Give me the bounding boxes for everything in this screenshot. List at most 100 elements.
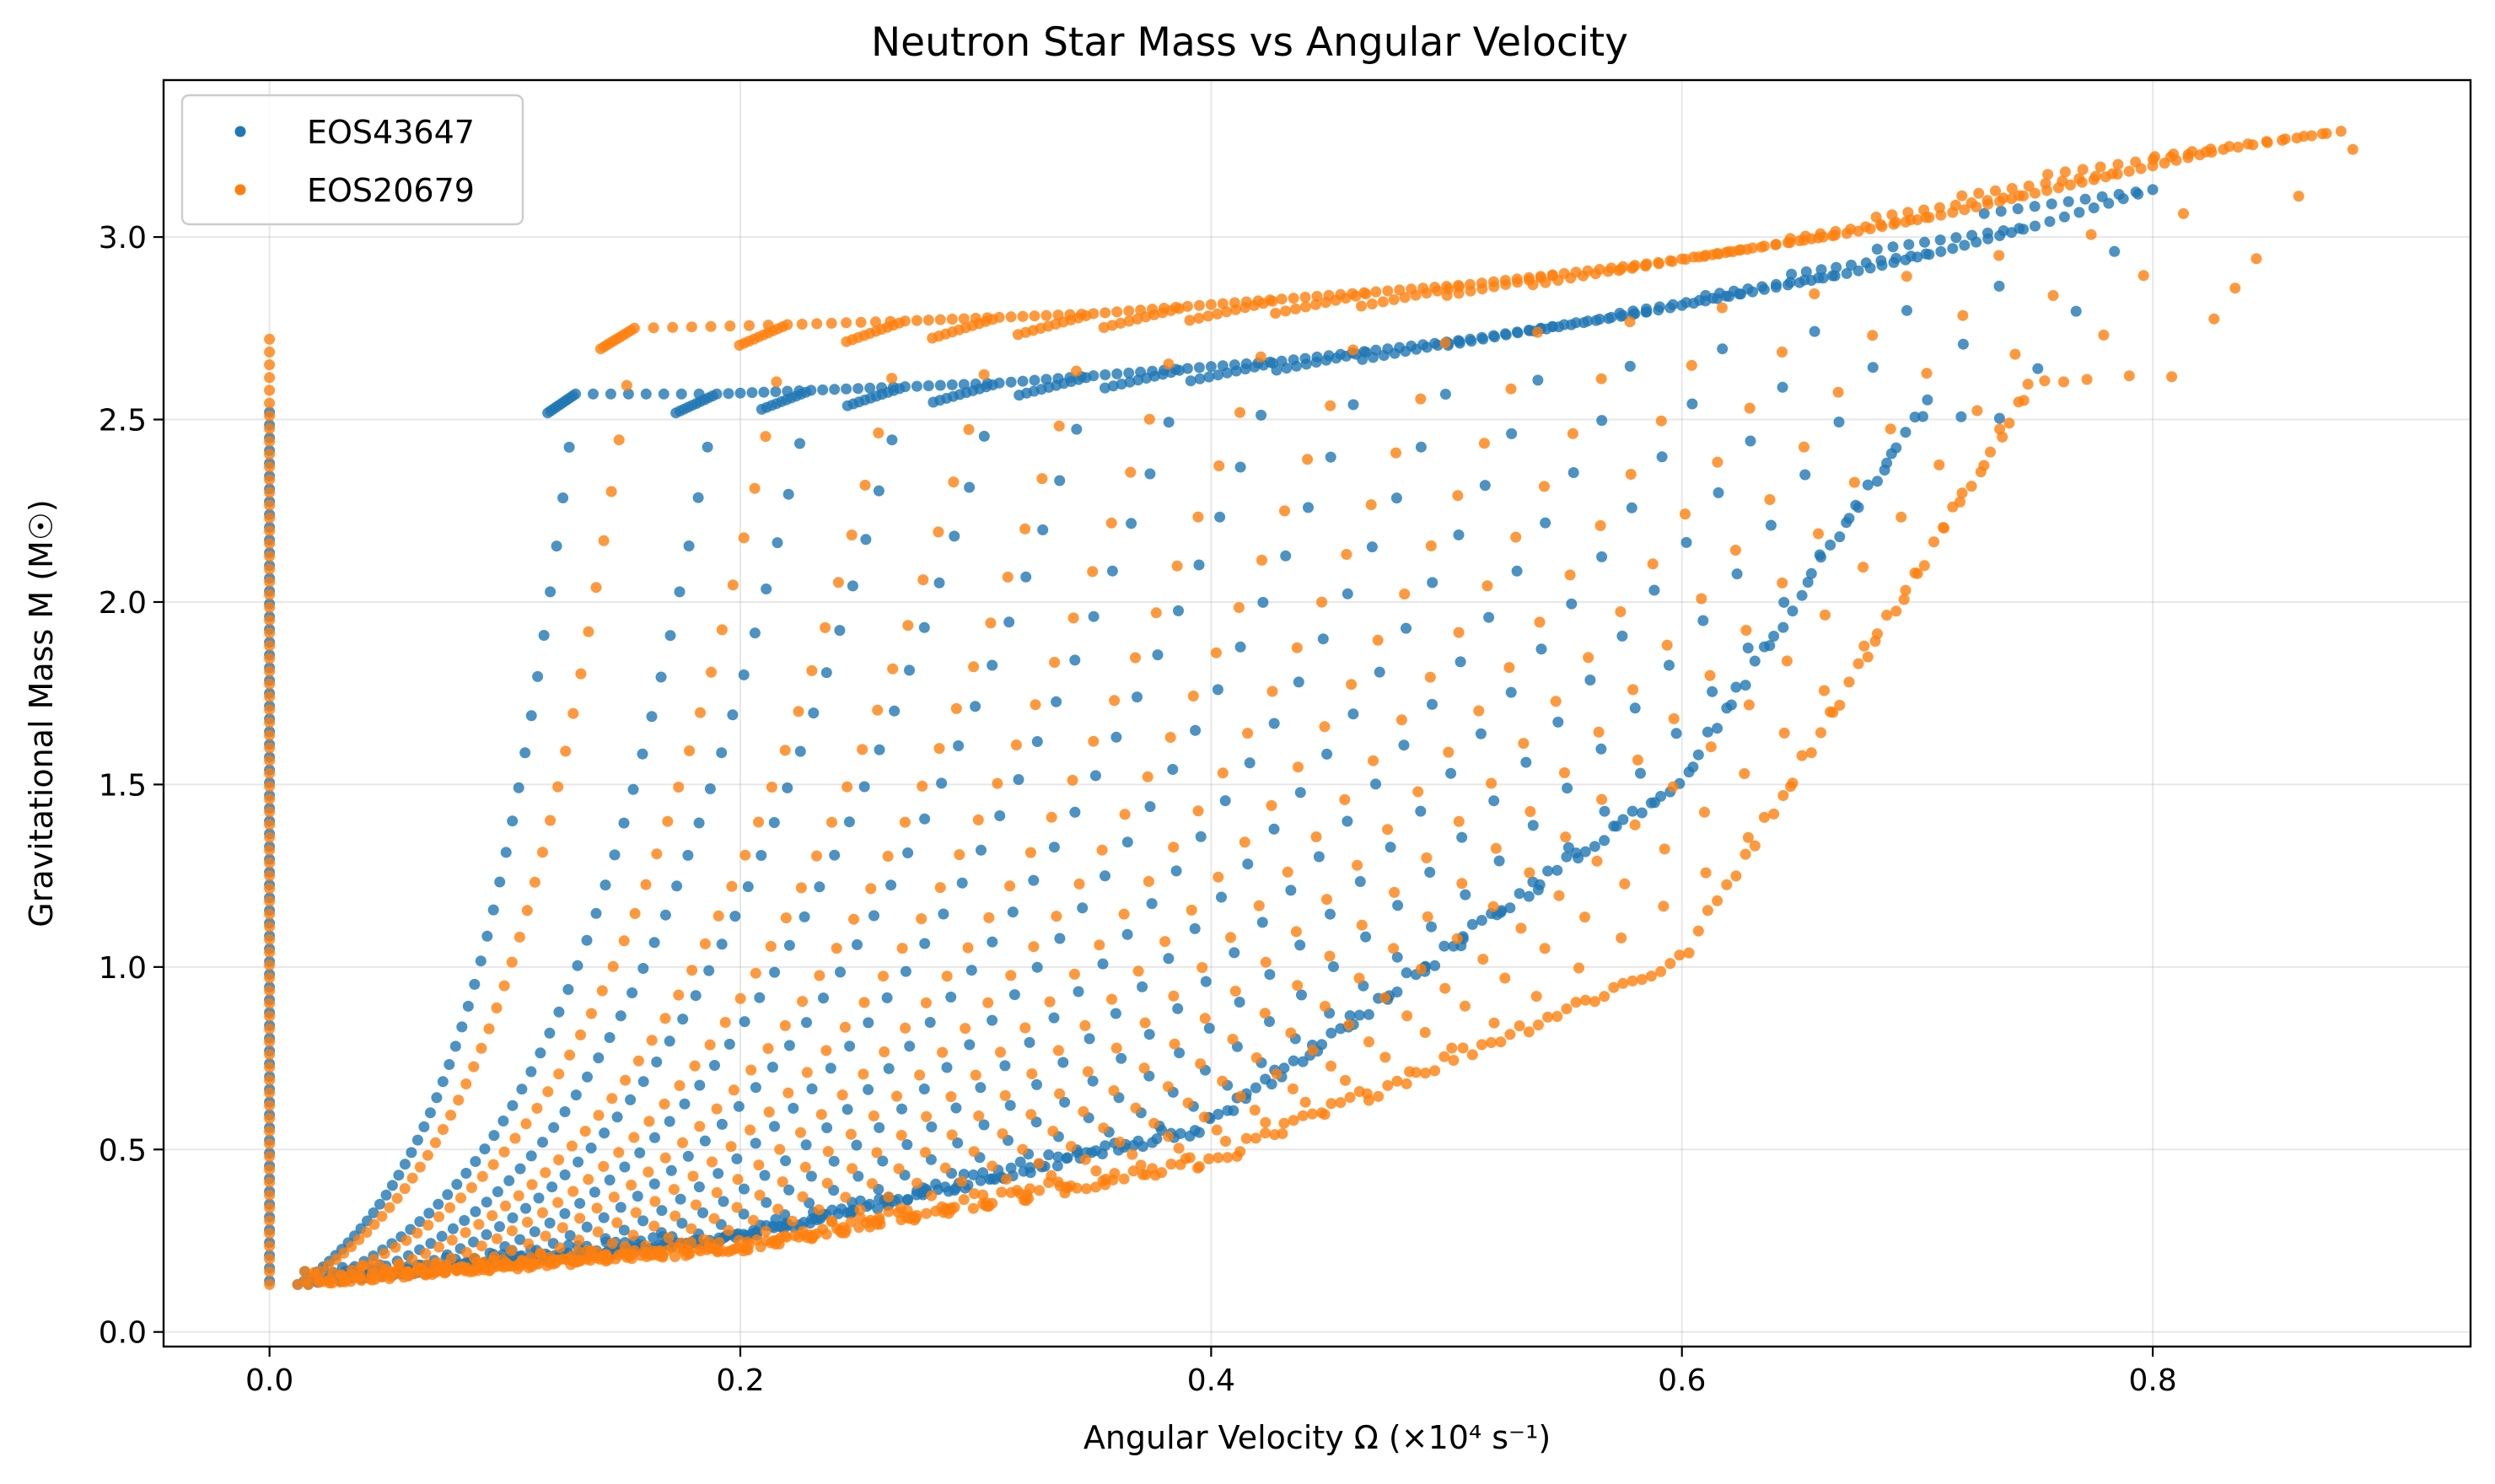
data-point (886, 434, 898, 446)
data-point (1069, 806, 1081, 818)
data-point (1532, 374, 1544, 386)
data-point (1147, 1163, 1159, 1175)
data-point (738, 532, 750, 544)
data-point (497, 1254, 508, 1266)
data-point (1276, 293, 1288, 305)
data-point (866, 1178, 878, 1190)
data-point (1956, 190, 1968, 202)
data-point (829, 384, 841, 395)
data-point (1234, 641, 1246, 653)
data-point (798, 1229, 809, 1241)
data-point (1542, 1011, 1554, 1023)
data-point (801, 1067, 813, 1078)
data-point (1655, 790, 1667, 802)
data-point (525, 1150, 537, 1162)
data-point (401, 1234, 412, 1246)
data-point (939, 1204, 951, 1216)
data-point (1111, 306, 1123, 318)
data-point (386, 1180, 398, 1191)
data-point (815, 1109, 827, 1121)
data-point (1809, 288, 1820, 299)
data-point (1028, 874, 1040, 886)
data-point (1057, 1057, 1069, 1068)
data-point (1252, 295, 1264, 307)
data-point (811, 318, 823, 330)
data-point (758, 386, 770, 398)
data-point (864, 1221, 876, 1233)
data-point (899, 816, 911, 828)
data-point (1629, 308, 1641, 320)
data-point (1793, 235, 1805, 246)
data-point (1094, 939, 1105, 951)
data-point (1124, 376, 1136, 388)
data-point (1799, 441, 1809, 453)
data-point (1683, 947, 1695, 959)
data-point (1366, 541, 1378, 553)
data-point (1777, 347, 1788, 358)
data-point (1546, 269, 1558, 281)
data-point (852, 1170, 864, 1182)
data-point (1240, 296, 1252, 308)
data-point (1064, 309, 1076, 320)
data-point (1716, 302, 1728, 314)
data-point (537, 1137, 548, 1148)
data-point (1406, 283, 1417, 295)
data-point (2137, 270, 2149, 282)
data-point (1680, 536, 1692, 548)
data-point (1978, 207, 1990, 219)
data-point (958, 1194, 970, 1206)
data-point (889, 705, 901, 717)
data-point (1559, 767, 1570, 778)
data-point (836, 1227, 847, 1239)
data-point (874, 1193, 885, 1205)
data-point (693, 1181, 705, 1193)
data-point (676, 1218, 688, 1229)
data-point (958, 379, 970, 390)
data-point (1170, 302, 1181, 313)
data-point (649, 1132, 660, 1143)
data-point (264, 972, 276, 984)
data-point (1562, 782, 1573, 794)
data-point (1595, 743, 1607, 755)
data-point (1280, 305, 1292, 317)
data-point (264, 691, 276, 702)
data-point (1778, 596, 1790, 608)
data-point (1190, 724, 1202, 736)
data-point (1139, 1017, 1151, 1029)
data-point (1648, 584, 1660, 596)
data-point (651, 1057, 663, 1067)
data-point (1540, 517, 1551, 529)
data-point (303, 1278, 315, 1290)
data-point (1108, 1085, 1120, 1096)
data-point (1005, 1186, 1017, 1198)
data-point (883, 1191, 895, 1203)
data-point (1446, 1042, 1458, 1054)
data-point (1127, 1148, 1138, 1160)
data-point (444, 1202, 456, 1213)
data-point (777, 1176, 788, 1188)
data-point (1627, 975, 1638, 987)
data-point (1627, 805, 1638, 817)
data-point (1901, 271, 1912, 282)
data-point (615, 1202, 626, 1213)
data-point (713, 1236, 725, 1248)
data-point (1841, 267, 1852, 279)
data-point (1229, 359, 1240, 371)
data-point (981, 312, 993, 324)
data-point (1700, 295, 1712, 307)
data-point (491, 1233, 503, 1245)
data-point (1832, 386, 1844, 398)
data-point (605, 388, 616, 400)
data-point (2077, 164, 2089, 175)
data-point (1415, 441, 1427, 453)
data-point (1347, 399, 1359, 411)
data-point (1473, 705, 1485, 717)
data-point (795, 882, 807, 894)
data-point (1296, 989, 1307, 1001)
data-point (1552, 716, 1564, 728)
data-point (331, 1254, 341, 1266)
data-point (640, 879, 652, 890)
data-point (1933, 459, 1945, 470)
data-point (656, 1205, 668, 1217)
data-point (1342, 588, 1353, 600)
